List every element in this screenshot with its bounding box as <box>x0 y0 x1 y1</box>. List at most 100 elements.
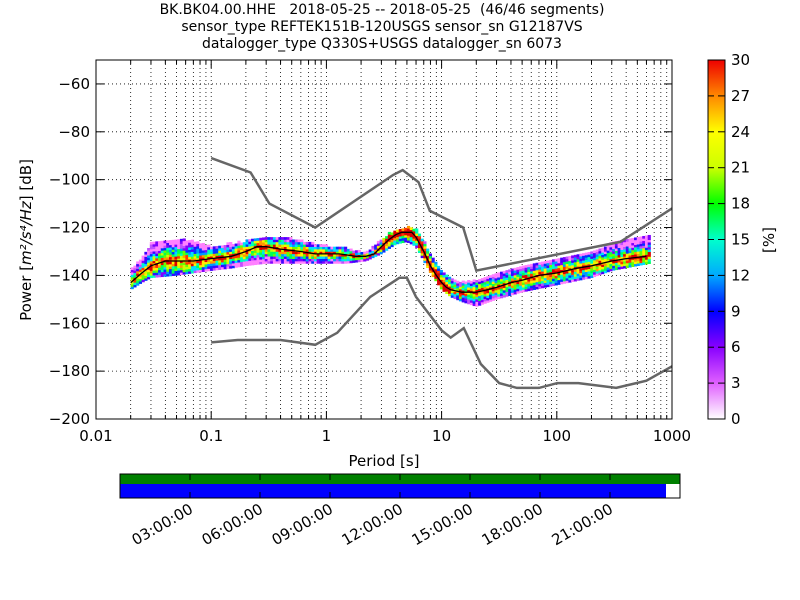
histogram-cell <box>283 241 288 245</box>
histogram-cell <box>207 251 211 255</box>
y-tick-label: −160 <box>49 314 90 332</box>
histogram-cell <box>379 239 383 243</box>
histogram-cell <box>510 278 515 281</box>
histogram-cell <box>609 263 613 267</box>
histogram-cell <box>609 254 613 257</box>
histogram-cell <box>467 287 471 290</box>
histogram-cell <box>617 254 621 258</box>
histogram-cell <box>174 265 178 269</box>
histogram-cell <box>160 262 164 266</box>
histogram-cell <box>177 270 181 274</box>
histogram-cell <box>303 251 307 255</box>
histogram-cell <box>631 242 635 246</box>
histogram-cell <box>138 271 143 275</box>
histogram-cell <box>595 259 599 262</box>
histogram-cell <box>160 240 164 244</box>
histogram-cell <box>393 235 397 239</box>
histogram-cell <box>253 240 257 244</box>
histogram-cell <box>313 249 318 252</box>
histogram-cell <box>516 283 520 287</box>
histogram-cell <box>344 261 348 264</box>
histogram-cell <box>557 260 561 264</box>
histogram-cell <box>628 262 632 266</box>
histogram-cell <box>133 270 137 274</box>
histogram-cell <box>245 253 249 257</box>
histogram-cell <box>158 250 162 254</box>
histogram-cell <box>565 261 569 265</box>
histogram-cell <box>623 249 627 252</box>
histogram-cell <box>292 256 296 259</box>
histogram-cell <box>281 239 285 243</box>
histogram-cell <box>562 276 567 279</box>
histogram-cell <box>568 258 572 262</box>
histogram-cell <box>166 245 170 248</box>
histogram-cell <box>261 247 266 250</box>
histogram-cell <box>538 276 542 280</box>
histogram-cell <box>259 242 263 246</box>
histogram-cell <box>560 279 564 282</box>
histogram-cell <box>283 251 288 255</box>
histogram-cell <box>478 279 482 282</box>
histogram-cell <box>516 274 520 277</box>
histogram-cell <box>393 242 397 246</box>
histogram-cell <box>193 265 197 269</box>
histogram-cell <box>311 246 315 250</box>
histogram-cell <box>204 252 208 255</box>
histogram-cell <box>177 258 181 262</box>
histogram-cell <box>294 239 298 243</box>
histogram-cell <box>160 264 164 268</box>
histogram-cell <box>251 248 255 251</box>
histogram-cell <box>335 256 339 259</box>
histogram-cell <box>297 244 301 247</box>
histogram-cell <box>450 283 454 286</box>
histogram-cell <box>300 249 304 252</box>
histogram-cell <box>609 268 613 272</box>
histogram-cell <box>144 273 148 277</box>
histogram-cell <box>598 253 602 256</box>
histogram-cell <box>486 283 490 287</box>
histogram-cell <box>357 259 361 263</box>
histogram-cell <box>174 251 178 255</box>
histogram-cell <box>480 302 484 305</box>
histogram-cell <box>532 265 536 269</box>
histogram-cell <box>576 263 580 267</box>
y-axis-label: Power [m²/s⁴/Hz] [dB] <box>17 159 35 321</box>
histogram-cell <box>625 248 629 252</box>
histogram-cell <box>179 248 184 252</box>
histogram-cell <box>590 263 594 267</box>
histogram-cell <box>562 273 567 277</box>
histogram-cell <box>565 258 569 262</box>
histogram-cell <box>171 268 175 272</box>
histogram-cell <box>415 235 419 239</box>
histogram-cell <box>551 280 556 284</box>
histogram-cell <box>160 269 164 273</box>
histogram-cell <box>355 252 359 256</box>
histogram-cell <box>557 282 561 285</box>
histogram-cell <box>210 261 214 264</box>
histogram-cell <box>242 256 246 260</box>
histogram-cell <box>437 280 441 283</box>
histogram-cell <box>464 281 468 285</box>
histogram-cell <box>516 288 520 292</box>
histogram-cell <box>251 238 255 242</box>
histogram-cell <box>163 257 167 261</box>
histogram-cell <box>242 251 246 255</box>
histogram-cell <box>543 268 547 271</box>
histogram-cell <box>163 266 167 270</box>
histogram-cell <box>437 265 441 269</box>
histogram-cell <box>270 258 274 262</box>
histogram-cell <box>251 253 255 256</box>
histogram-cell <box>379 244 383 248</box>
histogram-cell <box>283 246 288 250</box>
histogram-cell <box>456 287 460 291</box>
histogram-cell <box>423 243 427 247</box>
histogram-cell <box>147 269 151 273</box>
histogram-cell <box>532 284 536 288</box>
histogram-cell <box>149 244 153 247</box>
histogram-cell <box>138 262 143 265</box>
histogram-cell <box>623 265 627 269</box>
histogram-cell <box>316 249 320 252</box>
histogram-cell <box>612 258 616 262</box>
histogram-cell <box>201 254 205 258</box>
